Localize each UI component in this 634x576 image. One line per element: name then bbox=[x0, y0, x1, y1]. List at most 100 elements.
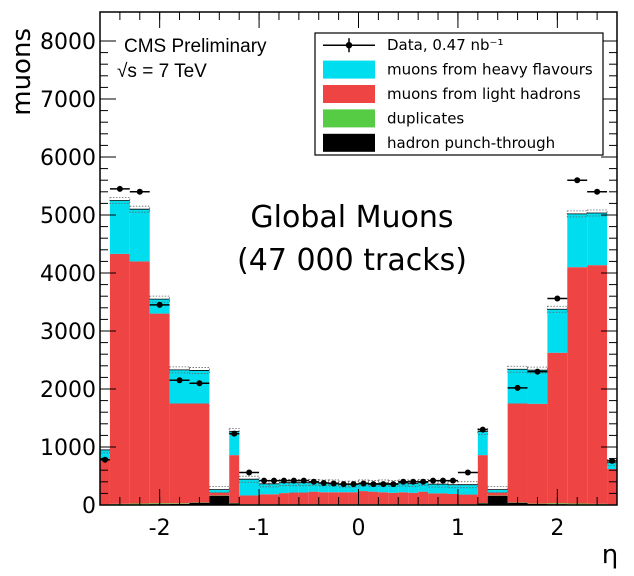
x-tick-label-1: -1 bbox=[248, 516, 270, 541]
bar-segment-3-22 bbox=[388, 483, 399, 493]
legend-label-1: muons from heavy flavours bbox=[387, 61, 593, 79]
bar-segment-2-22 bbox=[388, 492, 399, 505]
bar-segment-3-27 bbox=[438, 484, 448, 494]
bar-segment-2-3 bbox=[149, 313, 170, 504]
y-tick-label-8: 8000 bbox=[40, 30, 96, 55]
y-tick-label-2: 2000 bbox=[40, 378, 96, 403]
data-point-24 bbox=[410, 478, 417, 485]
y-tick-label-1: 1000 bbox=[40, 436, 96, 461]
bar-segment-2-13 bbox=[298, 492, 309, 505]
bar-segment-3-10 bbox=[269, 483, 279, 495]
bar-segment-3-37 bbox=[607, 462, 617, 470]
bar-segment-2-31 bbox=[487, 492, 508, 496]
bar-segment-3-34 bbox=[547, 309, 568, 353]
legend-swatch-2 bbox=[323, 85, 375, 103]
bar-segment-2-7 bbox=[229, 455, 240, 503]
bar-segment-3-36 bbox=[587, 212, 608, 266]
bar-segment-2-10 bbox=[269, 494, 279, 505]
data-point-5 bbox=[196, 380, 203, 387]
data-point-17 bbox=[340, 481, 347, 488]
bar-segment-3-26 bbox=[428, 484, 439, 494]
legend-swatch-1 bbox=[323, 60, 375, 79]
data-point-23 bbox=[400, 478, 407, 485]
x-tick-label-0: -2 bbox=[149, 516, 171, 541]
bar-segment-3-15 bbox=[318, 482, 329, 493]
x-tick-label-2: 0 bbox=[352, 516, 366, 541]
bar-segment-2-28 bbox=[447, 493, 458, 505]
data-point-27 bbox=[440, 477, 447, 484]
data-points bbox=[100, 177, 617, 488]
bar-segment-3-13 bbox=[298, 482, 309, 493]
stacked-bars bbox=[99, 197, 618, 505]
data-point-0 bbox=[101, 456, 108, 463]
bar-segment-3-12 bbox=[288, 482, 299, 493]
data-point-10 bbox=[270, 477, 277, 484]
bar-segment-2-5 bbox=[189, 403, 210, 503]
data-point-22 bbox=[390, 481, 397, 488]
bar-segment-2-26 bbox=[428, 493, 439, 505]
data-point-25 bbox=[420, 478, 427, 485]
y-tick-label-5: 5000 bbox=[40, 204, 96, 229]
bar-segment-3-17 bbox=[338, 484, 349, 493]
data-point-11 bbox=[280, 477, 287, 484]
bar-segment-3-7 bbox=[229, 431, 240, 456]
data-point-4 bbox=[176, 377, 183, 384]
data-point-29 bbox=[464, 469, 471, 476]
bar-segment-2-32 bbox=[507, 403, 528, 503]
data-point-36 bbox=[594, 188, 601, 195]
data-point-20 bbox=[370, 481, 377, 488]
bar-segment-2-29 bbox=[457, 494, 478, 505]
bar-segment-2-4 bbox=[169, 403, 190, 504]
data-point-28 bbox=[449, 477, 456, 484]
data-point-12 bbox=[290, 477, 297, 484]
bar-segment-3-31 bbox=[487, 489, 508, 493]
data-point-33 bbox=[534, 368, 541, 375]
legend: Data, 0.47 nb⁻¹ muons from heavy flavours… bbox=[314, 32, 604, 156]
bar-segment-2-12 bbox=[288, 492, 299, 505]
bar-segment-2-37 bbox=[607, 469, 617, 505]
bar-segment-2-14 bbox=[308, 491, 319, 505]
y-tick-label-0: 0 bbox=[82, 494, 96, 519]
bar-segment-3-30 bbox=[477, 431, 488, 456]
bar-segment-2-16 bbox=[328, 492, 339, 505]
data-point-30 bbox=[479, 426, 486, 433]
data-point-15 bbox=[320, 479, 327, 486]
data-point-16 bbox=[330, 480, 337, 487]
y-axis-title: muons bbox=[7, 28, 37, 116]
x-tick-label-3: 1 bbox=[451, 516, 465, 541]
bar-segment-2-15 bbox=[318, 492, 329, 505]
data-point-1 bbox=[116, 185, 123, 192]
bar-segment-3-9 bbox=[259, 483, 270, 495]
annotation-line-1: Global Muons bbox=[250, 200, 453, 235]
bar-segment-2-24 bbox=[408, 492, 419, 505]
bar-segment-3-11 bbox=[278, 482, 289, 494]
bar-segment-2-19 bbox=[358, 491, 369, 505]
bar-segment-3-14 bbox=[308, 482, 319, 492]
bar-segment-2-25 bbox=[418, 491, 429, 505]
bar-segment-2-20 bbox=[368, 491, 379, 505]
data-point-32 bbox=[514, 384, 521, 391]
bar-segment-3-4 bbox=[169, 369, 190, 404]
bar-segment-2-11 bbox=[278, 493, 289, 505]
bar-segment-3-5 bbox=[189, 370, 210, 404]
legend-data-marker bbox=[345, 42, 353, 49]
bar-segment-2-2 bbox=[129, 261, 150, 504]
annotation-line-2: (47 000 tracks) bbox=[237, 243, 467, 278]
bar-segment-2-17 bbox=[338, 492, 349, 505]
bar-segment-3-29 bbox=[457, 484, 478, 495]
data-point-9 bbox=[261, 477, 268, 484]
data-point-14 bbox=[310, 478, 317, 485]
bar-segment-2-27 bbox=[438, 493, 448, 505]
legend-label-0: Data, 0.47 nb⁻¹ bbox=[387, 36, 503, 54]
bar-segment-2-33 bbox=[527, 403, 548, 504]
x-tick-label-4: 2 bbox=[550, 516, 564, 541]
bar-segment-3-19 bbox=[358, 482, 369, 492]
data-point-13 bbox=[300, 477, 307, 484]
y-tick-label-6: 6000 bbox=[40, 146, 96, 171]
bar-segment-3-6 bbox=[209, 489, 230, 493]
energy-label: √s = 7 TeV bbox=[117, 61, 207, 82]
y-tick-label-4: 4000 bbox=[40, 262, 96, 287]
data-point-26 bbox=[430, 477, 437, 484]
bar-segment-2-35 bbox=[567, 267, 588, 504]
